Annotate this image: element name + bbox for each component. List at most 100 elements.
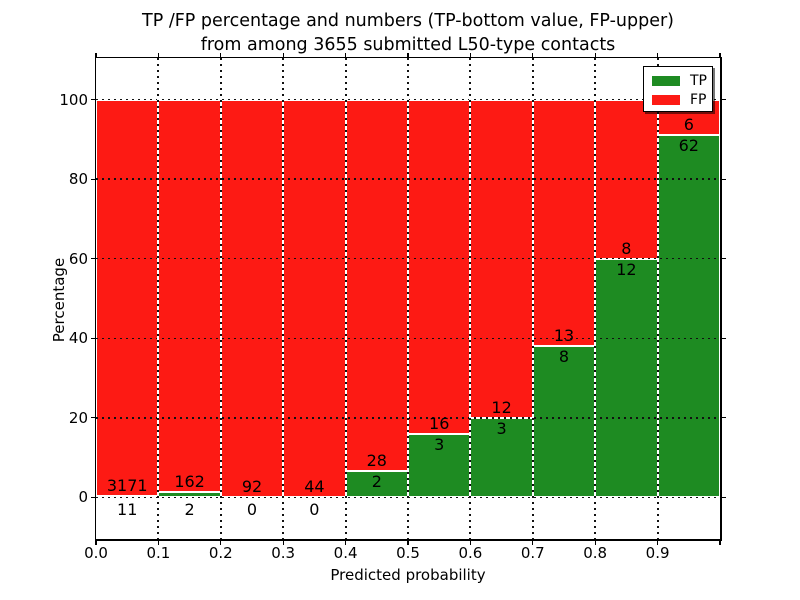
- x-tick: [345, 541, 347, 545]
- y-tick: [90, 496, 95, 498]
- tp-count-label: 2: [371, 471, 382, 491]
- chart-title: TP /FP percentage and numbers (TP-bottom…: [96, 9, 720, 57]
- fp-count-label: 16: [429, 414, 450, 434]
- x-tick-label: 0.5: [396, 544, 420, 562]
- x-tick: [594, 541, 596, 545]
- x-tick-label: 0.3: [271, 544, 296, 562]
- tp-bar-segment: [408, 434, 471, 498]
- x-tick-label: 0.7: [520, 544, 545, 562]
- legend-entry-fp: FP: [652, 90, 712, 109]
- x-tick-label: 0.4: [333, 544, 358, 562]
- y-tick: [721, 99, 726, 101]
- legend-entry-tp: TP: [652, 71, 712, 90]
- y-tick: [90, 337, 95, 339]
- fp-count-label: 12: [491, 397, 512, 417]
- fp-count-label: 162: [174, 472, 205, 492]
- x-tick-label: 0.1: [146, 544, 171, 562]
- v-gridline: [531, 58, 534, 539]
- x-tick: [719, 52, 721, 57]
- v-gridline: [157, 58, 160, 539]
- tp-count-label: 2: [184, 500, 195, 520]
- v-gridline: [594, 58, 597, 539]
- y-tick: [721, 178, 726, 180]
- v-gridline: [219, 58, 222, 539]
- x-tick-label: 0.8: [583, 544, 608, 562]
- x-tick: [594, 52, 596, 57]
- x-tick: [282, 52, 284, 57]
- v-gridline: [469, 58, 472, 539]
- x-tick: [345, 52, 347, 57]
- tp-count-label: 3: [434, 435, 445, 455]
- tp-count-label: 0: [309, 500, 320, 520]
- fp-count-label: 28: [366, 450, 387, 470]
- legend-swatch-tp: [652, 75, 680, 86]
- y-tick: [90, 178, 95, 180]
- x-tick: [407, 52, 409, 57]
- v-gridline: [282, 58, 285, 539]
- fp-bar-segment: [283, 99, 346, 498]
- x-tick: [157, 52, 159, 57]
- x-tick: [220, 541, 222, 545]
- y-tick: [90, 258, 95, 260]
- fp-bar-segment: [408, 99, 471, 435]
- fp-bar-segment: [220, 99, 284, 498]
- spine-top: [95, 56, 721, 58]
- x-tick: [95, 541, 97, 545]
- x-tick: [407, 541, 409, 545]
- x-tick: [469, 541, 471, 545]
- y-tick-label: 100: [59, 90, 88, 109]
- x-tick-label: 0.0: [84, 544, 108, 562]
- fp-count-label: 3171: [106, 475, 148, 495]
- y-tick-label: 80: [68, 170, 88, 189]
- fp-count-label: 6: [683, 114, 694, 134]
- v-gridline: [656, 58, 659, 539]
- x-tick-label: 0.2: [208, 544, 233, 562]
- tp-count-label: 62: [678, 135, 699, 155]
- legend-swatch-fp: [652, 94, 680, 105]
- y-tick-label: 20: [68, 408, 88, 427]
- plot-area: 3171 11 162 2 92 0 44 0 28 2 16 3 12 3 13 8 8 12 6 62: [96, 58, 720, 539]
- x-axis-label: Predicted probability: [330, 566, 486, 584]
- x-tick: [282, 541, 284, 545]
- tp-count-label: 0: [246, 500, 258, 520]
- x-tick: [532, 52, 534, 57]
- tp-bar-segment: [532, 345, 596, 498]
- v-gridline: [407, 58, 409, 539]
- fp-bar-segment: [96, 99, 159, 496]
- x-tick: [469, 52, 471, 57]
- spine-left: [94, 56, 96, 541]
- x-tick-label: 0.6: [458, 544, 483, 562]
- fp-count-label: 44: [304, 477, 325, 497]
- legend-label-fp: FP: [690, 91, 707, 108]
- x-tick: [657, 541, 659, 545]
- fp-bar-segment: [532, 99, 596, 346]
- tp-count-label: 3: [496, 418, 507, 438]
- fp-bar-segment: [345, 99, 408, 471]
- fp-count-label: 13: [553, 325, 575, 345]
- x-tick: [157, 541, 159, 545]
- x-tick-label: 0.9: [645, 544, 670, 562]
- y-tick: [721, 337, 726, 339]
- y-tick-label: 40: [68, 329, 88, 348]
- y-tick-label: 0: [78, 488, 88, 507]
- y-tick-label: 60: [68, 249, 88, 268]
- x-tick: [657, 52, 659, 57]
- y-tick: [721, 496, 726, 498]
- spine-right: [720, 56, 722, 541]
- x-tick: [220, 52, 222, 57]
- tp-bar-segment: [345, 470, 408, 498]
- v-gridline: [344, 58, 347, 539]
- x-tick: [95, 52, 97, 57]
- fp-bar-segment: [158, 99, 221, 493]
- y-tick: [90, 99, 95, 101]
- legend: TP FP: [643, 66, 713, 112]
- tp-bar-segment: [595, 258, 658, 498]
- chart-title-line1: TP /FP percentage and numbers (TP-bottom…: [142, 11, 674, 31]
- y-tick: [721, 258, 726, 260]
- chart-title-line2: from among 3655 submitted L50-type conta…: [200, 35, 616, 55]
- fp-count-label: 8: [621, 238, 632, 258]
- tp-count-label: 12: [616, 259, 637, 279]
- fp-count-label: 92: [241, 477, 263, 497]
- tp-count-label: 8: [558, 346, 570, 366]
